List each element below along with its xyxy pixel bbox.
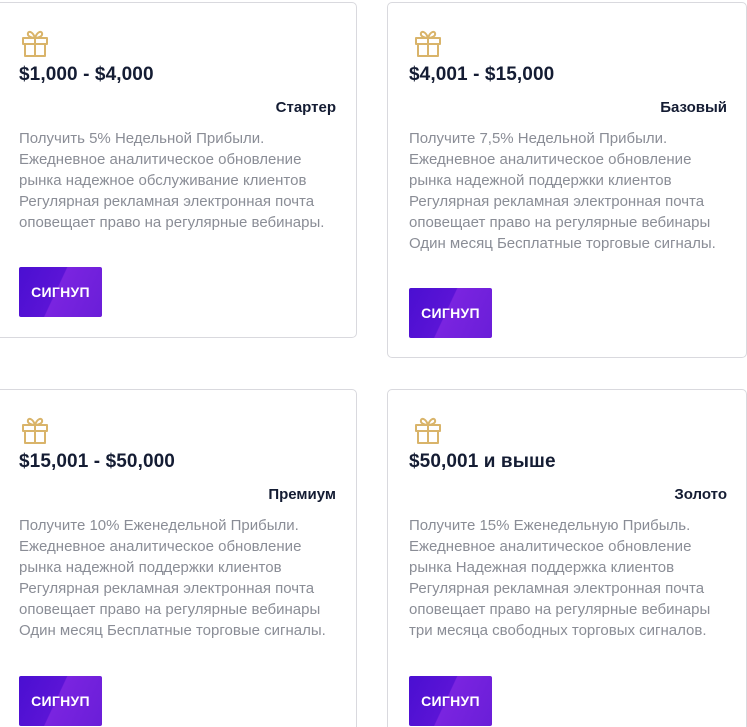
gift-icon	[412, 27, 444, 59]
gift-icon	[19, 27, 51, 59]
plan-name: Стартер	[275, 99, 336, 116]
plan-description: Получите 10% Еженедельной Прибыли. Ежедн…	[19, 517, 326, 639]
gift-icon	[412, 414, 444, 446]
price-range: $15,001 - $50,000	[19, 451, 175, 472]
signup-button[interactable]: СИГНУП	[409, 676, 492, 726]
plan-description: Получите 7,5% Недельной Прибыли. Ежеднев…	[409, 130, 716, 252]
plan-card-starter: $1,000 - $4,000 Стартер Получить 5% Неде…	[0, 2, 357, 338]
plan-card-gold: $50,001 и выше Золото Получите 15% Ежене…	[387, 389, 747, 727]
plan-name: Базовый	[660, 99, 727, 116]
signup-button[interactable]: СИГНУП	[19, 676, 102, 726]
price-range: $4,001 - $15,000	[409, 64, 555, 85]
plan-card-basic: $4,001 - $15,000 Базовый Получите 7,5% Н…	[387, 2, 747, 358]
plan-description: Получить 5% Недельной Прибыли. Ежедневно…	[19, 130, 325, 231]
plan-card-premium: $15,001 - $50,000 Премиум Получите 10% Е…	[0, 389, 357, 727]
plan-name: Премиум	[268, 486, 336, 503]
plan-description: Получите 15% Еженедельную Прибыль. Ежедн…	[409, 517, 711, 639]
price-range: $50,001 и выше	[409, 451, 556, 472]
gift-icon	[19, 414, 51, 446]
signup-button[interactable]: СИГНУП	[409, 288, 492, 338]
price-range: $1,000 - $4,000	[19, 64, 154, 85]
signup-button[interactable]: СИГНУП	[19, 267, 102, 317]
plan-name: Золото	[674, 486, 727, 503]
